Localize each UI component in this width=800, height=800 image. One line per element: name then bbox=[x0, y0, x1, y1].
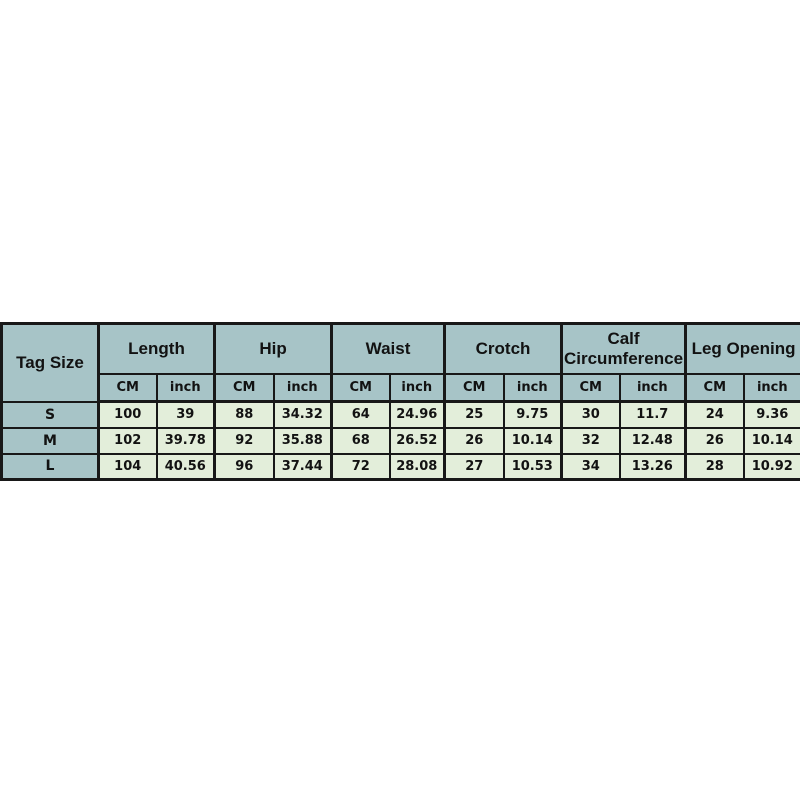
measurement-cell: 37.44 bbox=[272, 452, 333, 481]
unit-header-row: CM inch CM inch CM inch CM inch CM inch … bbox=[2, 373, 800, 403]
measurement-cell: 92 bbox=[213, 426, 275, 455]
unit-header-cell: CM bbox=[560, 373, 621, 403]
group-header-waist: Waist bbox=[330, 322, 446, 375]
measurement-cell: 28.08 bbox=[388, 452, 446, 481]
measurement-cell: 24.96 bbox=[388, 400, 446, 429]
table-row-size-l: L 104 40.56 96 37.44 72 28.08 27 10.53 3… bbox=[0, 452, 800, 481]
measurement-cell: 39.78 bbox=[155, 426, 216, 455]
unit-header-cell: CM bbox=[213, 373, 275, 403]
measurement-cell: 26.52 bbox=[388, 426, 446, 455]
measurement-cell: 26 bbox=[684, 426, 745, 455]
measurement-cell: 26 bbox=[443, 426, 505, 455]
size-chart-table: Tag Size Length Hip Waist Crotch Calf Ci… bbox=[0, 322, 800, 481]
unit-header-cell: CM bbox=[684, 373, 745, 403]
measurement-cell: 68 bbox=[330, 426, 391, 455]
unit-header-cell: inch bbox=[618, 373, 687, 403]
measurement-cell: 32 bbox=[560, 426, 621, 455]
measurement-cell: 100 bbox=[97, 400, 158, 429]
measurement-cell: 12.48 bbox=[618, 426, 687, 455]
measurement-cell: 25 bbox=[443, 400, 505, 429]
measurement-cell: 88 bbox=[213, 400, 275, 429]
measurement-cell: 40.56 bbox=[155, 452, 216, 481]
size-row-label: S bbox=[0, 400, 100, 429]
measurement-cell: 10.92 bbox=[742, 452, 800, 481]
measurement-cell: 10.14 bbox=[502, 426, 563, 455]
measurement-cell: 27 bbox=[443, 452, 505, 481]
group-header-crotch: Crotch bbox=[443, 322, 563, 375]
measurement-cell: 10.53 bbox=[502, 452, 563, 481]
measurement-cell: 102 bbox=[97, 426, 158, 455]
measurement-cell: 39 bbox=[155, 400, 216, 429]
measurement-cell: 64 bbox=[330, 400, 391, 429]
measurement-cell: 9.75 bbox=[502, 400, 563, 429]
unit-header-cell: inch bbox=[388, 373, 446, 403]
measurement-cell: 28 bbox=[684, 452, 745, 481]
group-header-hip: Hip bbox=[212, 322, 333, 375]
unit-header-cell: inch bbox=[742, 373, 800, 403]
size-row-label: M bbox=[0, 426, 100, 455]
measurement-cell: 34.32 bbox=[272, 400, 333, 429]
table-row-size-s: S 100 39 88 34.32 64 24.96 25 9.75 30 11… bbox=[0, 400, 800, 429]
group-header-leg-opening: Leg Opening bbox=[684, 322, 800, 375]
measurement-cell: 11.7 bbox=[618, 400, 687, 429]
measurement-cell: 9.36 bbox=[742, 400, 800, 429]
measurement-cell: 34 bbox=[560, 452, 621, 481]
measurement-cell: 35.88 bbox=[272, 426, 333, 455]
measurement-cell: 30 bbox=[560, 400, 621, 429]
unit-header-cell: CM bbox=[330, 373, 391, 403]
unit-header-cell: inch bbox=[502, 373, 563, 403]
measurement-cell: 13.26 bbox=[618, 452, 687, 481]
measurement-cell: 96 bbox=[213, 452, 275, 481]
unit-header-cell: inch bbox=[155, 373, 216, 403]
unit-header-cell: inch bbox=[272, 373, 333, 403]
group-header-length: Length bbox=[97, 322, 216, 375]
corner-header-cell: Tag Size bbox=[0, 322, 100, 403]
measurement-cell: 104 bbox=[97, 452, 158, 481]
unit-header-cell: CM bbox=[97, 373, 158, 403]
group-header-calf-circumference: Calf Circumference bbox=[560, 322, 687, 375]
size-row-label: L bbox=[0, 452, 100, 481]
group-header-row: Tag Size Length Hip Waist Crotch Calf Ci… bbox=[0, 322, 800, 403]
table-row-size-m: M 102 39.78 92 35.88 68 26.52 26 10.14 3… bbox=[0, 426, 800, 455]
unit-header-cell: CM bbox=[443, 373, 505, 403]
measurement-cell: 10.14 bbox=[742, 426, 800, 455]
measurement-cell: 24 bbox=[684, 400, 745, 429]
measurement-cell: 72 bbox=[330, 452, 391, 481]
